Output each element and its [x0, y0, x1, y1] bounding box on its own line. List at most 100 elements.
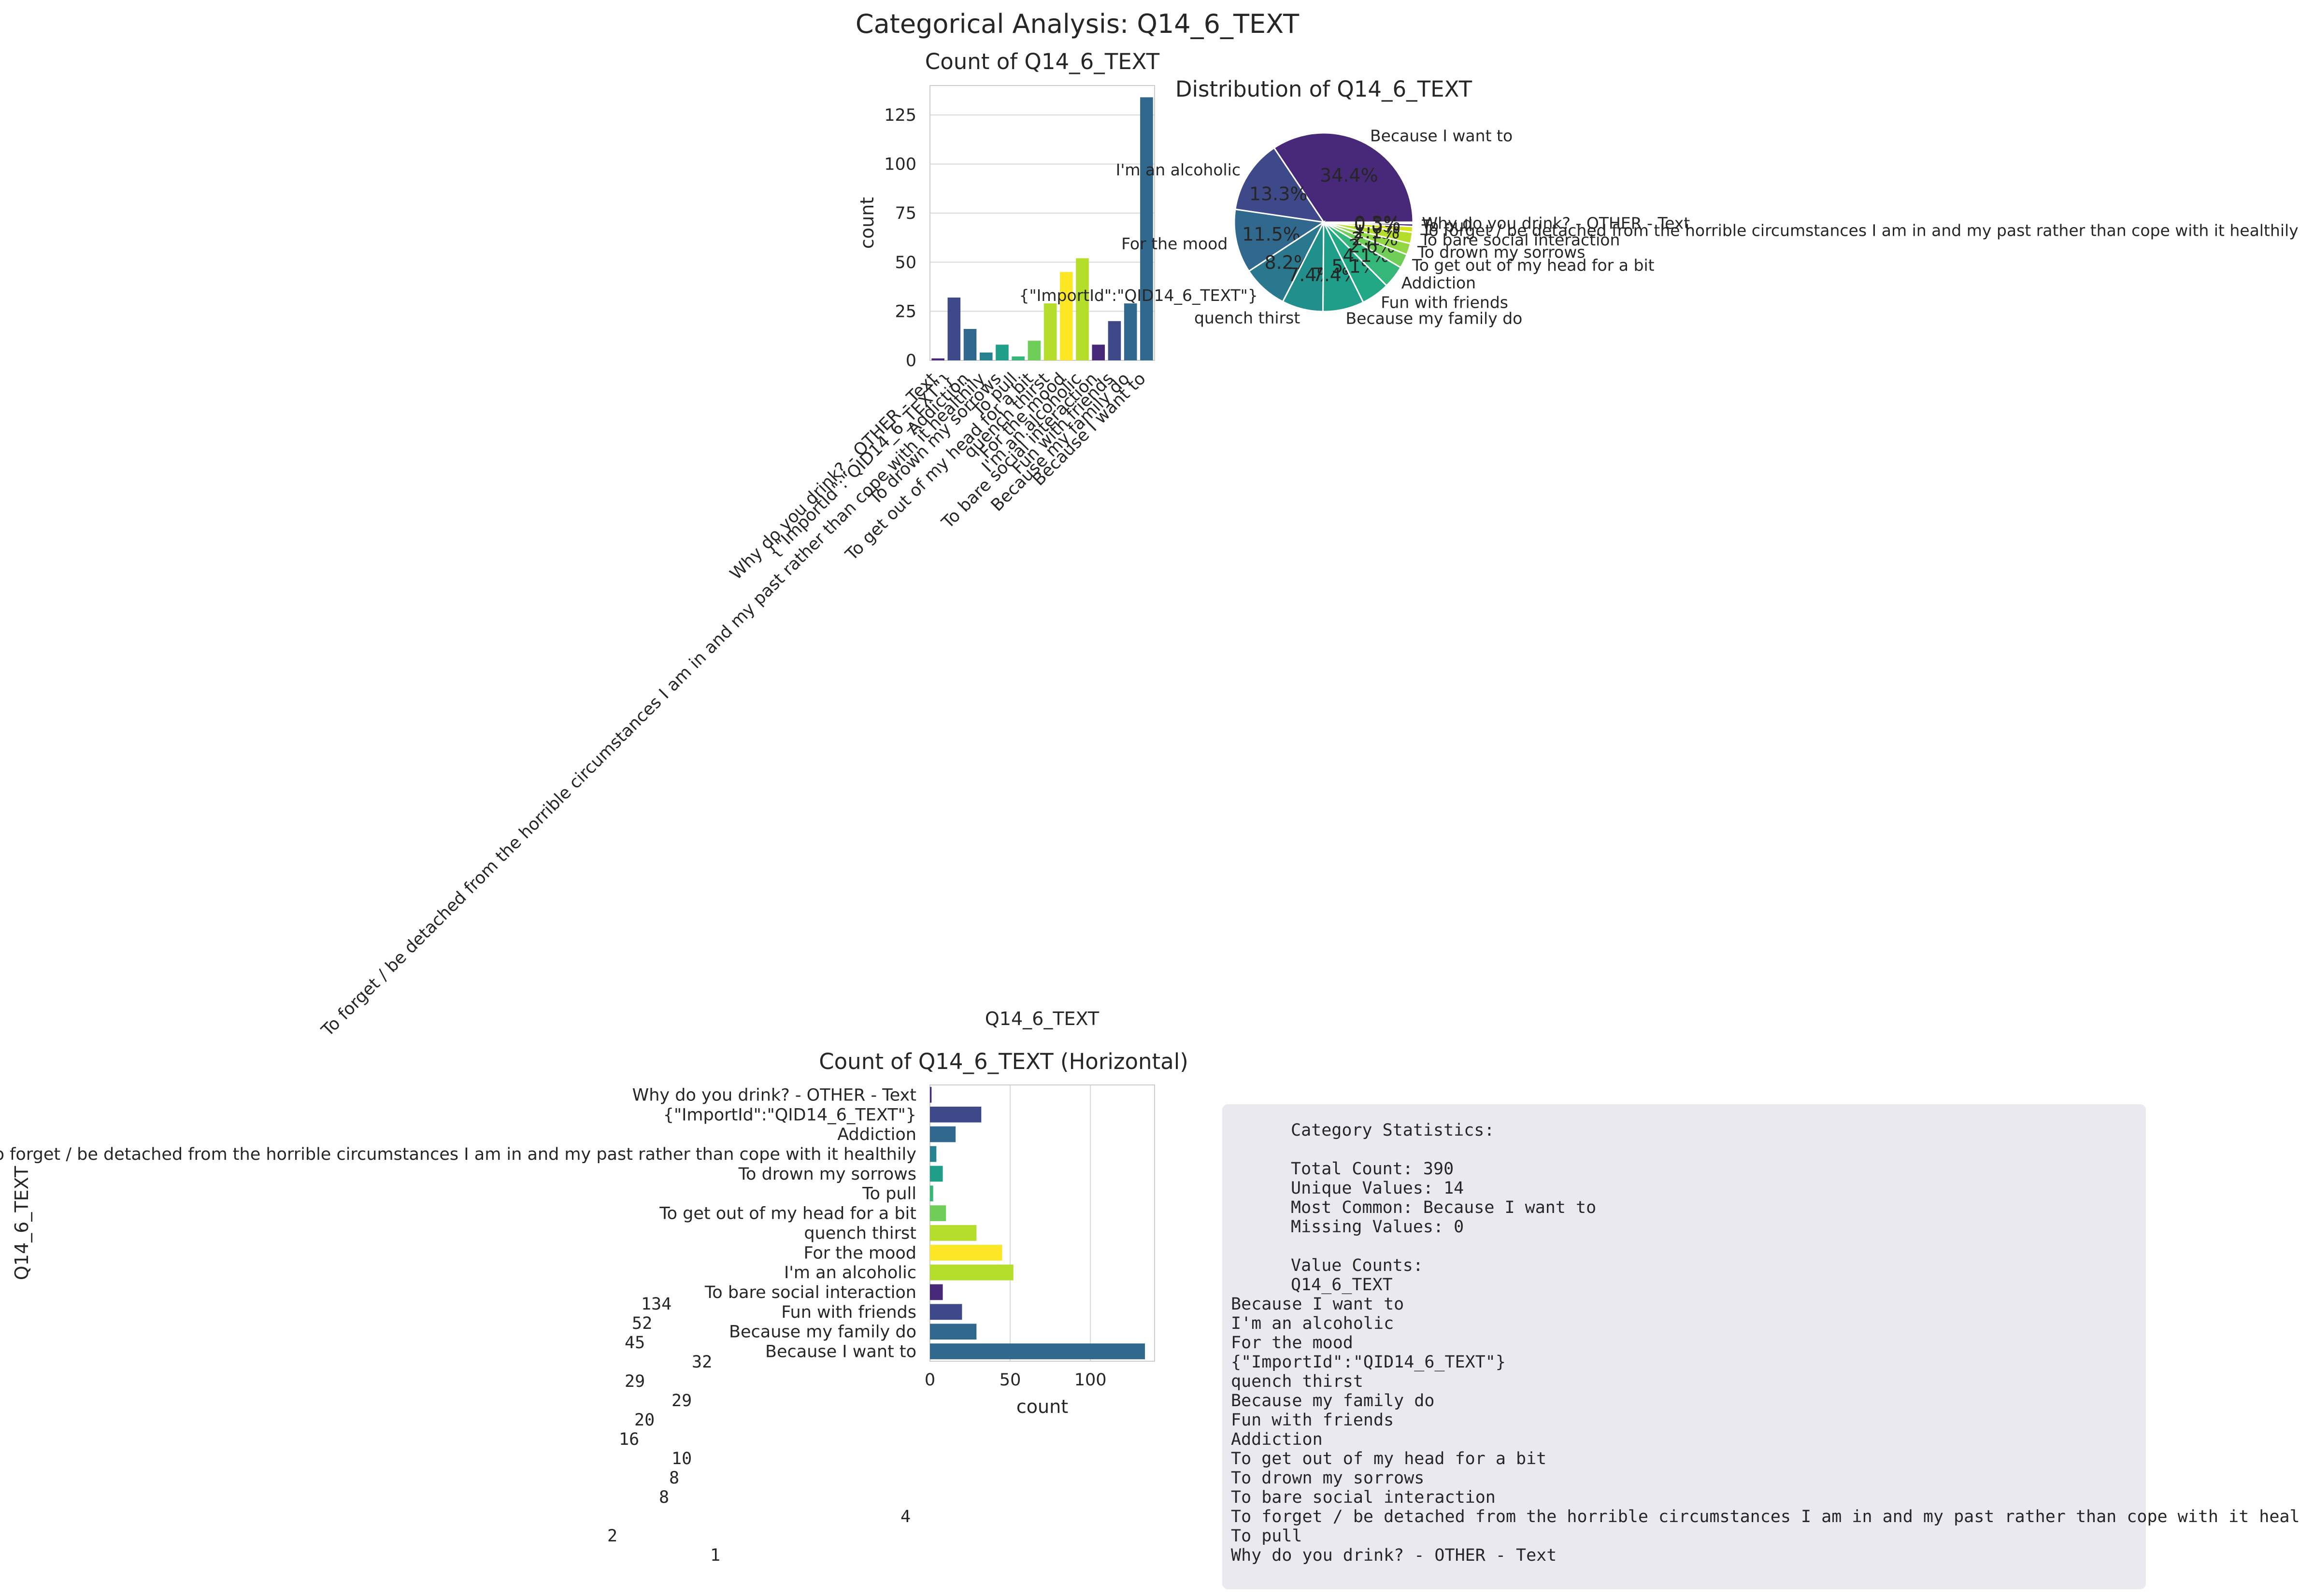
y-tick-label: 75	[895, 204, 916, 223]
value-count-value: 4	[900, 1507, 911, 1526]
pie-pct-label: 13.3%	[1249, 184, 1308, 205]
value-count-value: 16	[619, 1430, 640, 1449]
pie-pct-label: 34.4%	[1320, 165, 1378, 186]
x-tick-label: 0	[925, 1370, 935, 1390]
value-count-row: I'm an alcoholic 52	[632, 1314, 1596, 1333]
pie-slice	[1323, 221, 1414, 225]
pie-slice-label: For the mood	[1121, 234, 1228, 253]
y-tick-label: Because my family do	[729, 1323, 916, 1342]
y-tick-label: To bare social interaction	[704, 1283, 916, 1302]
stats-most-common: Most Common: Because I want to	[1291, 1198, 1597, 1217]
bar	[1092, 344, 1105, 360]
bar	[979, 352, 993, 360]
stats-unique: Unique Values: 14	[1291, 1179, 1464, 1198]
pie-slice-label: Fun with friends	[1381, 293, 1508, 312]
y-tick-label: Fun with friends	[781, 1303, 916, 1322]
value-count-value: 20	[634, 1411, 655, 1430]
value-count-value: 1	[710, 1546, 721, 1565]
category-statistics-text: Category Statistics: Total Count: 390 Un…	[607, 1121, 2300, 1565]
pie-slice-label: To get out of my head for a bit	[1412, 256, 1654, 275]
y-axis-label: count	[857, 197, 878, 249]
value-count-label: quench thirst	[1231, 1372, 1363, 1391]
bar	[930, 1304, 962, 1320]
value-count-label: {"ImportId":"QID14_6_TEXT"}	[1231, 1353, 1506, 1372]
x-tick-label: 50	[1000, 1370, 1021, 1390]
value-count-row: For the mood 45	[625, 1333, 1596, 1353]
bar	[996, 344, 1009, 360]
value-count-row: Why do you drink? - OTHER - Text 1	[710, 1546, 1596, 1565]
x-axis-label: Q14_6_TEXT	[985, 1008, 1100, 1029]
pie-slice	[1233, 208, 1326, 272]
x-axis-label: count	[1016, 1396, 1068, 1417]
pie-slice-label: Because I want to	[1370, 127, 1513, 145]
y-tick-label: For the mood	[803, 1243, 916, 1263]
bar	[930, 1225, 977, 1241]
chart-title: Count of Q14_6_TEXT (Horizontal)	[819, 1049, 1188, 1074]
bar	[930, 1284, 943, 1300]
pie-slice-label: To drown my sorrows	[1417, 242, 1585, 261]
bar	[1140, 97, 1153, 360]
pie-slice-label: To bare social interaction	[1420, 230, 1620, 249]
pie-slice-label: Why do you drink? - OTHER - Text	[1422, 214, 1690, 233]
value-count-value: 8	[659, 1488, 670, 1507]
stats-series-name: Q14_6_TEXT	[1291, 1275, 1393, 1295]
stats-value-counts-header: Value Counts:	[1291, 1256, 1423, 1275]
pie-slice-label: Because my family do	[1346, 309, 1523, 328]
value-count-label: To pull	[1231, 1526, 1302, 1546]
x-tick-label: 100	[1074, 1370, 1107, 1390]
value-count-value: 29	[671, 1391, 692, 1411]
bar	[1012, 356, 1025, 360]
value-count-row: To pull 2	[607, 1526, 1596, 1546]
y-tick-label: I'm an alcoholic	[784, 1263, 916, 1282]
y-tick-label: quench thirst	[804, 1224, 916, 1243]
bar	[1108, 321, 1121, 360]
value-count-row: To bare social interaction 8	[659, 1488, 1596, 1507]
pie-slice-label: To pull	[1421, 216, 1472, 235]
value-count-value: 10	[671, 1449, 692, 1468]
y-tick-label: 125	[884, 106, 916, 125]
pie-pct-label: 11.5%	[1242, 224, 1300, 245]
y-tick-label: 50	[895, 253, 916, 272]
bar	[963, 328, 977, 360]
bar	[1043, 303, 1057, 360]
bar	[1076, 258, 1089, 360]
bar	[930, 1146, 937, 1162]
y-tick-label: {"ImportId":"QID14_6_TEXT"}	[663, 1105, 916, 1125]
value-count-value: 32	[692, 1353, 713, 1372]
value-count-row: Addiction 16	[619, 1430, 1596, 1449]
value-count-label: To drown my sorrows	[1231, 1468, 1425, 1488]
bar	[930, 1185, 933, 1202]
value-count-row: Because my family do 29	[671, 1391, 1596, 1411]
pie-slice-label: I'm an alcoholic	[1116, 160, 1241, 179]
x-tick-label: To forget / be detached from the horribl…	[318, 369, 989, 1040]
value-count-value: 52	[632, 1314, 653, 1333]
bar	[947, 297, 961, 360]
bar	[930, 1244, 1002, 1261]
bar	[930, 1324, 977, 1340]
y-tick-label: 0	[906, 351, 916, 370]
bar	[930, 1343, 1145, 1359]
stats-header: Category Statistics:	[1291, 1121, 1495, 1140]
pie-slice	[1248, 220, 1326, 303]
value-count-value: 2	[607, 1526, 618, 1546]
bar	[930, 1205, 946, 1221]
value-counts-list: Because I want to 134 I'm an alcoholic 52 F…	[607, 1295, 2300, 1565]
value-count-label: To bare social interaction	[1231, 1488, 1496, 1507]
value-count-label: To forget / be detached from the horribl…	[1231, 1507, 2300, 1526]
value-count-label: To get out of my head for a bit	[1231, 1449, 1547, 1468]
bar	[1124, 303, 1137, 360]
value-count-label: Addiction	[1231, 1430, 1323, 1449]
value-count-value: 8	[669, 1468, 680, 1488]
value-count-row: To get out of my head for a bit 10	[671, 1449, 1596, 1468]
y-tick-label: To forget / be detached from the horribl…	[0, 1145, 916, 1164]
pie-slice	[1234, 146, 1326, 223]
value-count-value: 134	[641, 1295, 672, 1314]
value-count-row: To forget / be detached from the horribl…	[900, 1507, 2300, 1526]
pie-slice-label: To forget / be detached from the horribl…	[1421, 221, 2299, 240]
y-tick-label: Because I want to	[765, 1342, 916, 1362]
bar	[1028, 341, 1041, 360]
bar	[930, 1126, 956, 1142]
bar	[930, 1106, 982, 1123]
value-count-label: Why do you drink? - OTHER - Text	[1231, 1546, 1557, 1565]
